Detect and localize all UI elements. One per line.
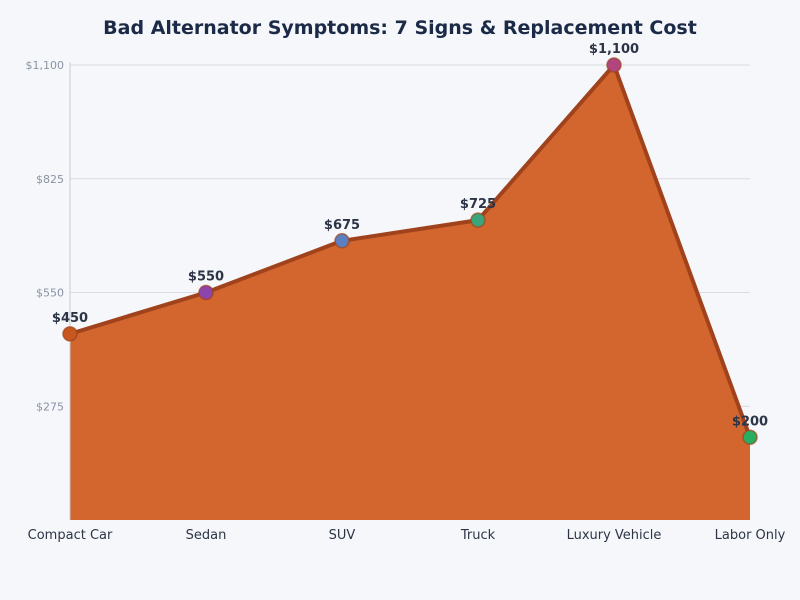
y-tick-label: $825 [36,173,64,186]
y-tick-label: $1,100 [26,59,65,72]
data-label: $450 [52,311,88,326]
x-tick-label: Luxury Vehicle [567,528,662,543]
data-point [470,212,486,228]
data-point [334,233,350,249]
x-tick-label: Truck [460,528,496,543]
data-label: $675 [324,218,360,233]
y-tick-label: $550 [36,287,64,300]
x-tick-label: Compact Car [28,528,113,543]
data-label: $725 [460,197,496,212]
data-label: $1,100 [589,42,639,57]
y-tick-label: $275 [36,400,64,413]
x-tick-label: SUV [329,528,356,543]
x-tick-label: Labor Only [715,528,786,543]
data-point [198,284,214,301]
chart-title: Bad Alternator Symptoms: 7 Signs & Repla… [103,17,697,39]
data-point [742,429,758,446]
x-tick-label: Sedan [186,528,227,543]
data-label: $550 [188,270,224,285]
data-point [62,326,78,342]
area-fill [70,65,750,520]
series-line [69,63,752,438]
data-label: $200 [732,414,768,429]
data-point [606,57,622,73]
